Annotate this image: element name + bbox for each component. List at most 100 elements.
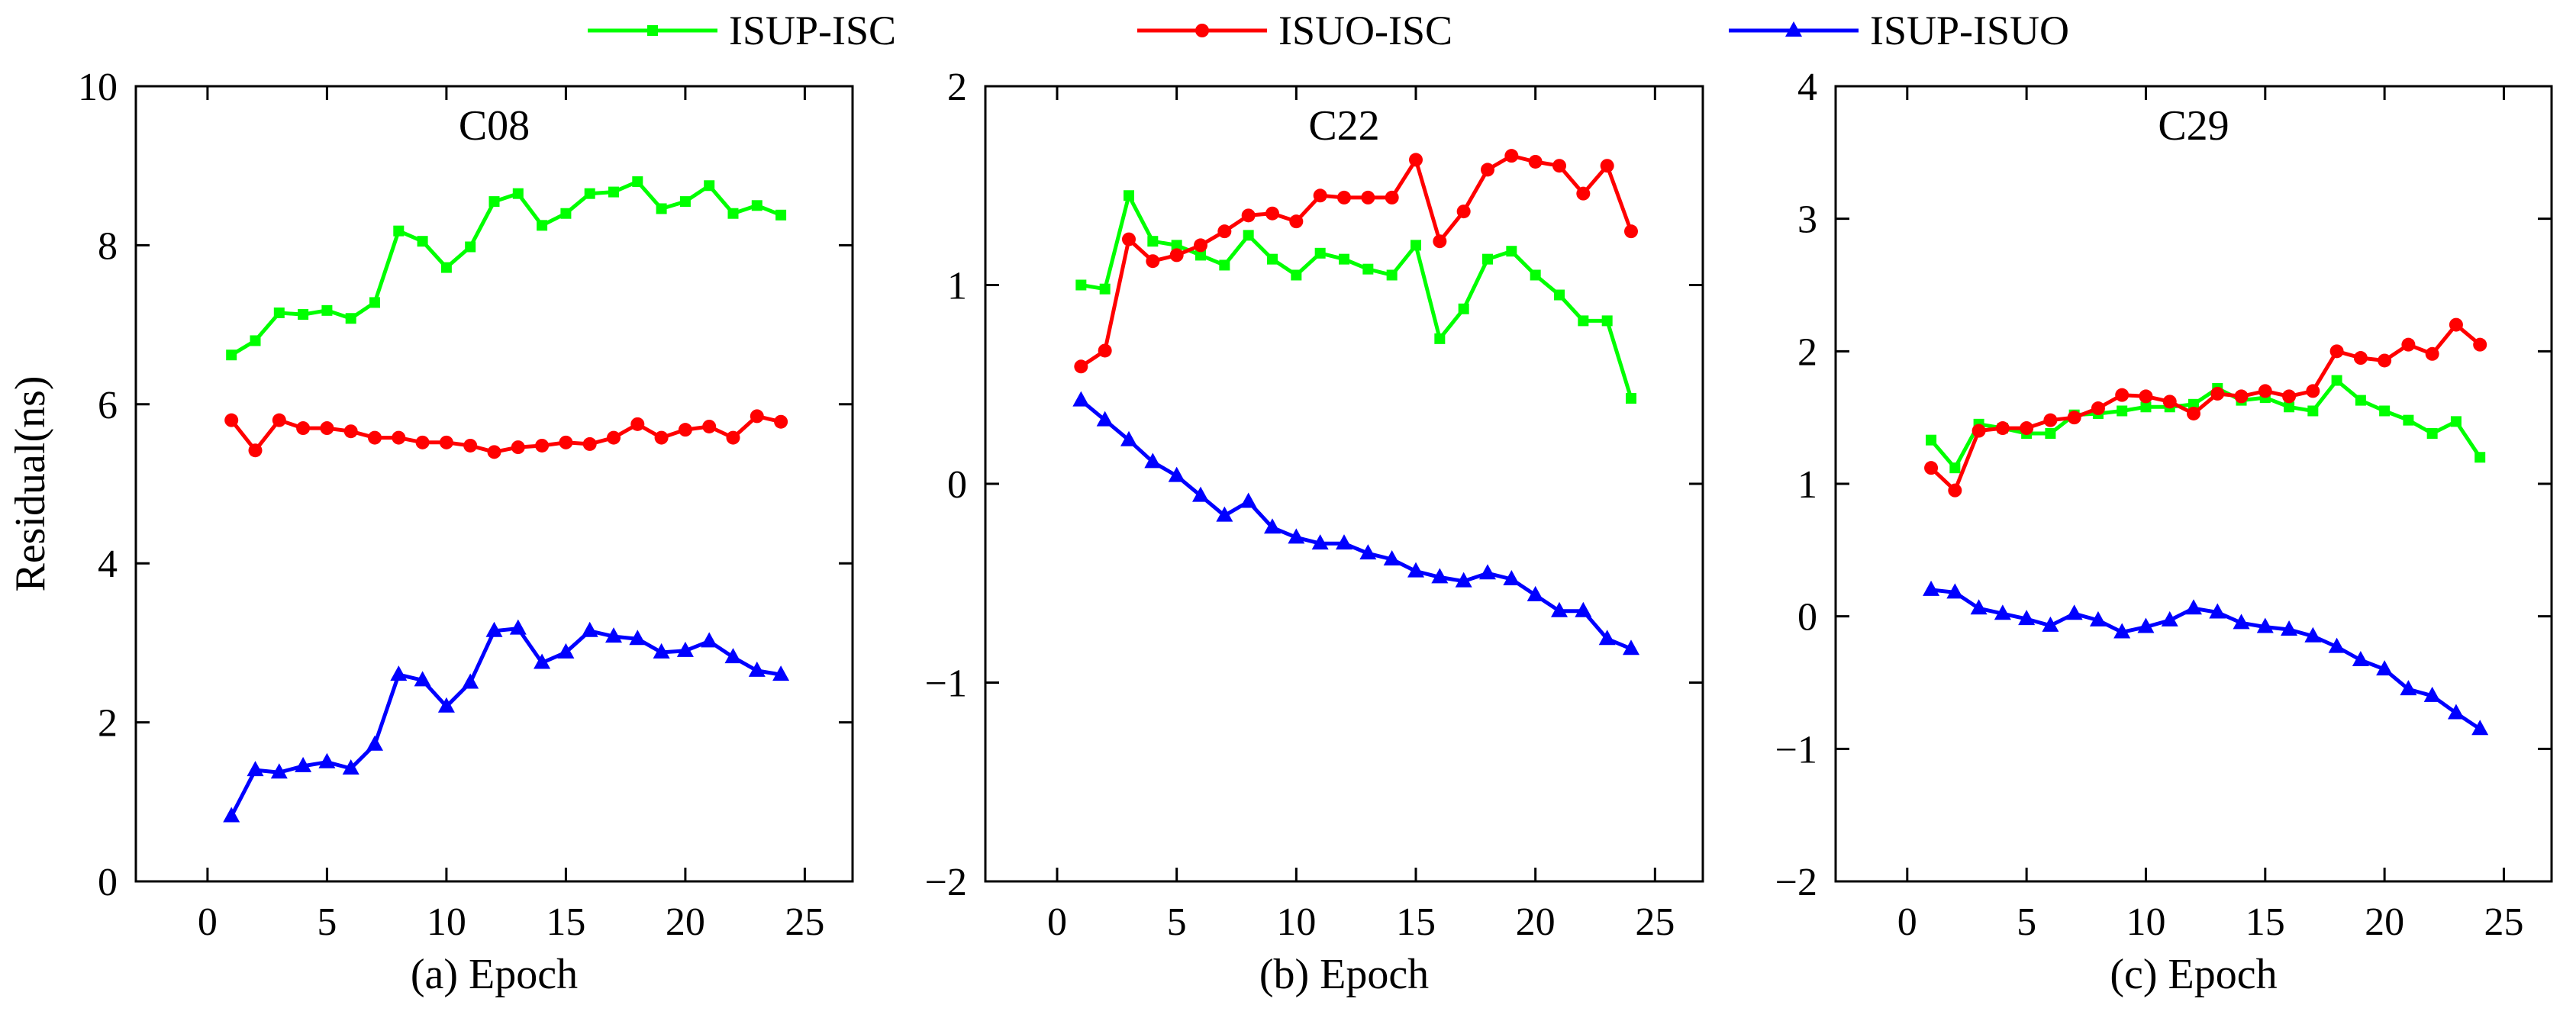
series-line	[1079, 398, 1632, 651]
series-line	[229, 627, 782, 817]
data-point	[2425, 346, 2439, 361]
data-point	[2331, 375, 2342, 386]
x-axis-label: (c) Epoch	[2110, 951, 2277, 998]
data-point	[1241, 208, 1256, 223]
data-point	[1575, 601, 1592, 617]
x-tick-label: 15	[1396, 900, 1436, 944]
data-point	[270, 763, 288, 779]
series-line	[1930, 323, 2481, 493]
x-tick-label: 20	[666, 900, 705, 944]
data-point	[1995, 421, 2010, 436]
y-tick-label: −1	[925, 662, 967, 706]
data-point	[678, 423, 692, 437]
data-point	[534, 653, 551, 669]
data-point	[2256, 617, 2274, 633]
data-point	[1217, 224, 1232, 239]
data-point	[390, 665, 408, 681]
data-point	[366, 735, 383, 751]
data-point	[2306, 384, 2320, 398]
data-point	[2042, 616, 2059, 632]
chart-title: C08	[459, 102, 530, 150]
data-point	[1552, 159, 1566, 173]
data-point	[2162, 395, 2177, 409]
chart-panel-3: 0 5 10 15 20 25 −2 −1 0 1 2 3 4 C29 (c) Epoch	[1775, 66, 2553, 998]
data-point	[2379, 405, 2391, 417]
data-point	[223, 807, 240, 823]
data-point	[584, 188, 595, 199]
data-point	[273, 307, 285, 318]
y-tick-label: −2	[925, 861, 967, 904]
y-tick-label: −2	[1775, 861, 1817, 904]
data-point	[1313, 188, 1327, 203]
legend-marker	[647, 25, 658, 36]
x-tick-label: 5	[2017, 900, 2036, 944]
data-point	[2307, 405, 2319, 417]
y-tick-label: 4	[1797, 66, 1817, 109]
data-point	[1359, 544, 1377, 560]
data-point	[250, 335, 261, 346]
data-point	[1994, 604, 2011, 620]
x-tick-label: 10	[427, 900, 466, 944]
data-point	[1600, 159, 1614, 173]
data-point	[1527, 585, 1544, 601]
plot-frame	[1834, 85, 2553, 883]
data-point	[1072, 391, 1090, 407]
data-point	[2089, 610, 2107, 627]
y-axis-label: Residual(ns)	[7, 375, 54, 591]
data-point	[1291, 269, 1302, 281]
x-tick-label: 0	[198, 900, 218, 944]
data-point	[582, 436, 597, 451]
data-point	[1458, 303, 1469, 314]
chart-title: C29	[2158, 102, 2229, 150]
data-point	[298, 309, 309, 321]
data-point	[1124, 190, 1134, 201]
data-point	[2137, 617, 2155, 633]
data-point	[775, 209, 787, 221]
data-point	[1503, 570, 1520, 586]
x-tick-label: 15	[546, 900, 585, 944]
data-point	[1339, 253, 1349, 265]
plot-frame	[134, 85, 854, 883]
x-tick-label: 15	[2246, 900, 2285, 944]
data-point	[2043, 413, 2058, 427]
x-axis-label: (a) Epoch	[411, 951, 578, 998]
data-point	[605, 627, 622, 643]
data-point	[2426, 428, 2438, 440]
data-point	[463, 438, 478, 453]
data-point	[321, 304, 333, 316]
series-isup-isc	[1075, 190, 1636, 404]
data-point	[2067, 411, 2081, 425]
data-point	[2258, 384, 2272, 398]
data-point	[632, 176, 643, 188]
data-point	[2328, 637, 2345, 653]
data-point	[1240, 492, 1257, 508]
x-tick-label: 5	[317, 900, 337, 944]
data-point	[1288, 528, 1305, 544]
data-point	[1120, 430, 1137, 446]
data-point	[1336, 534, 1352, 550]
x-tick-label: 20	[1516, 900, 1556, 944]
data-point	[488, 196, 500, 208]
data-point	[393, 225, 405, 237]
data-point	[2210, 386, 2225, 401]
y-tick-label: 2	[1797, 330, 1817, 374]
data-point	[2234, 389, 2249, 404]
data-point	[1147, 236, 1159, 247]
data-point	[2140, 401, 2152, 413]
data-point	[1314, 247, 1326, 259]
x-tick-label: 5	[1167, 900, 1187, 944]
data-point	[2473, 337, 2487, 352]
legend-label: ISUP-ISC	[729, 8, 896, 53]
data-point	[704, 180, 715, 192]
x-tick-label: 0	[1897, 900, 1917, 944]
data-point	[2474, 452, 2486, 463]
data-point	[1265, 206, 1279, 221]
data-point	[392, 430, 406, 445]
data-point	[1289, 214, 1304, 229]
legend-label: ISUP-ISUO	[1870, 8, 2069, 53]
data-point	[1407, 562, 1424, 578]
data-point	[226, 349, 237, 361]
data-point	[1926, 434, 1937, 446]
data-point	[437, 697, 455, 713]
data-point	[465, 241, 476, 253]
